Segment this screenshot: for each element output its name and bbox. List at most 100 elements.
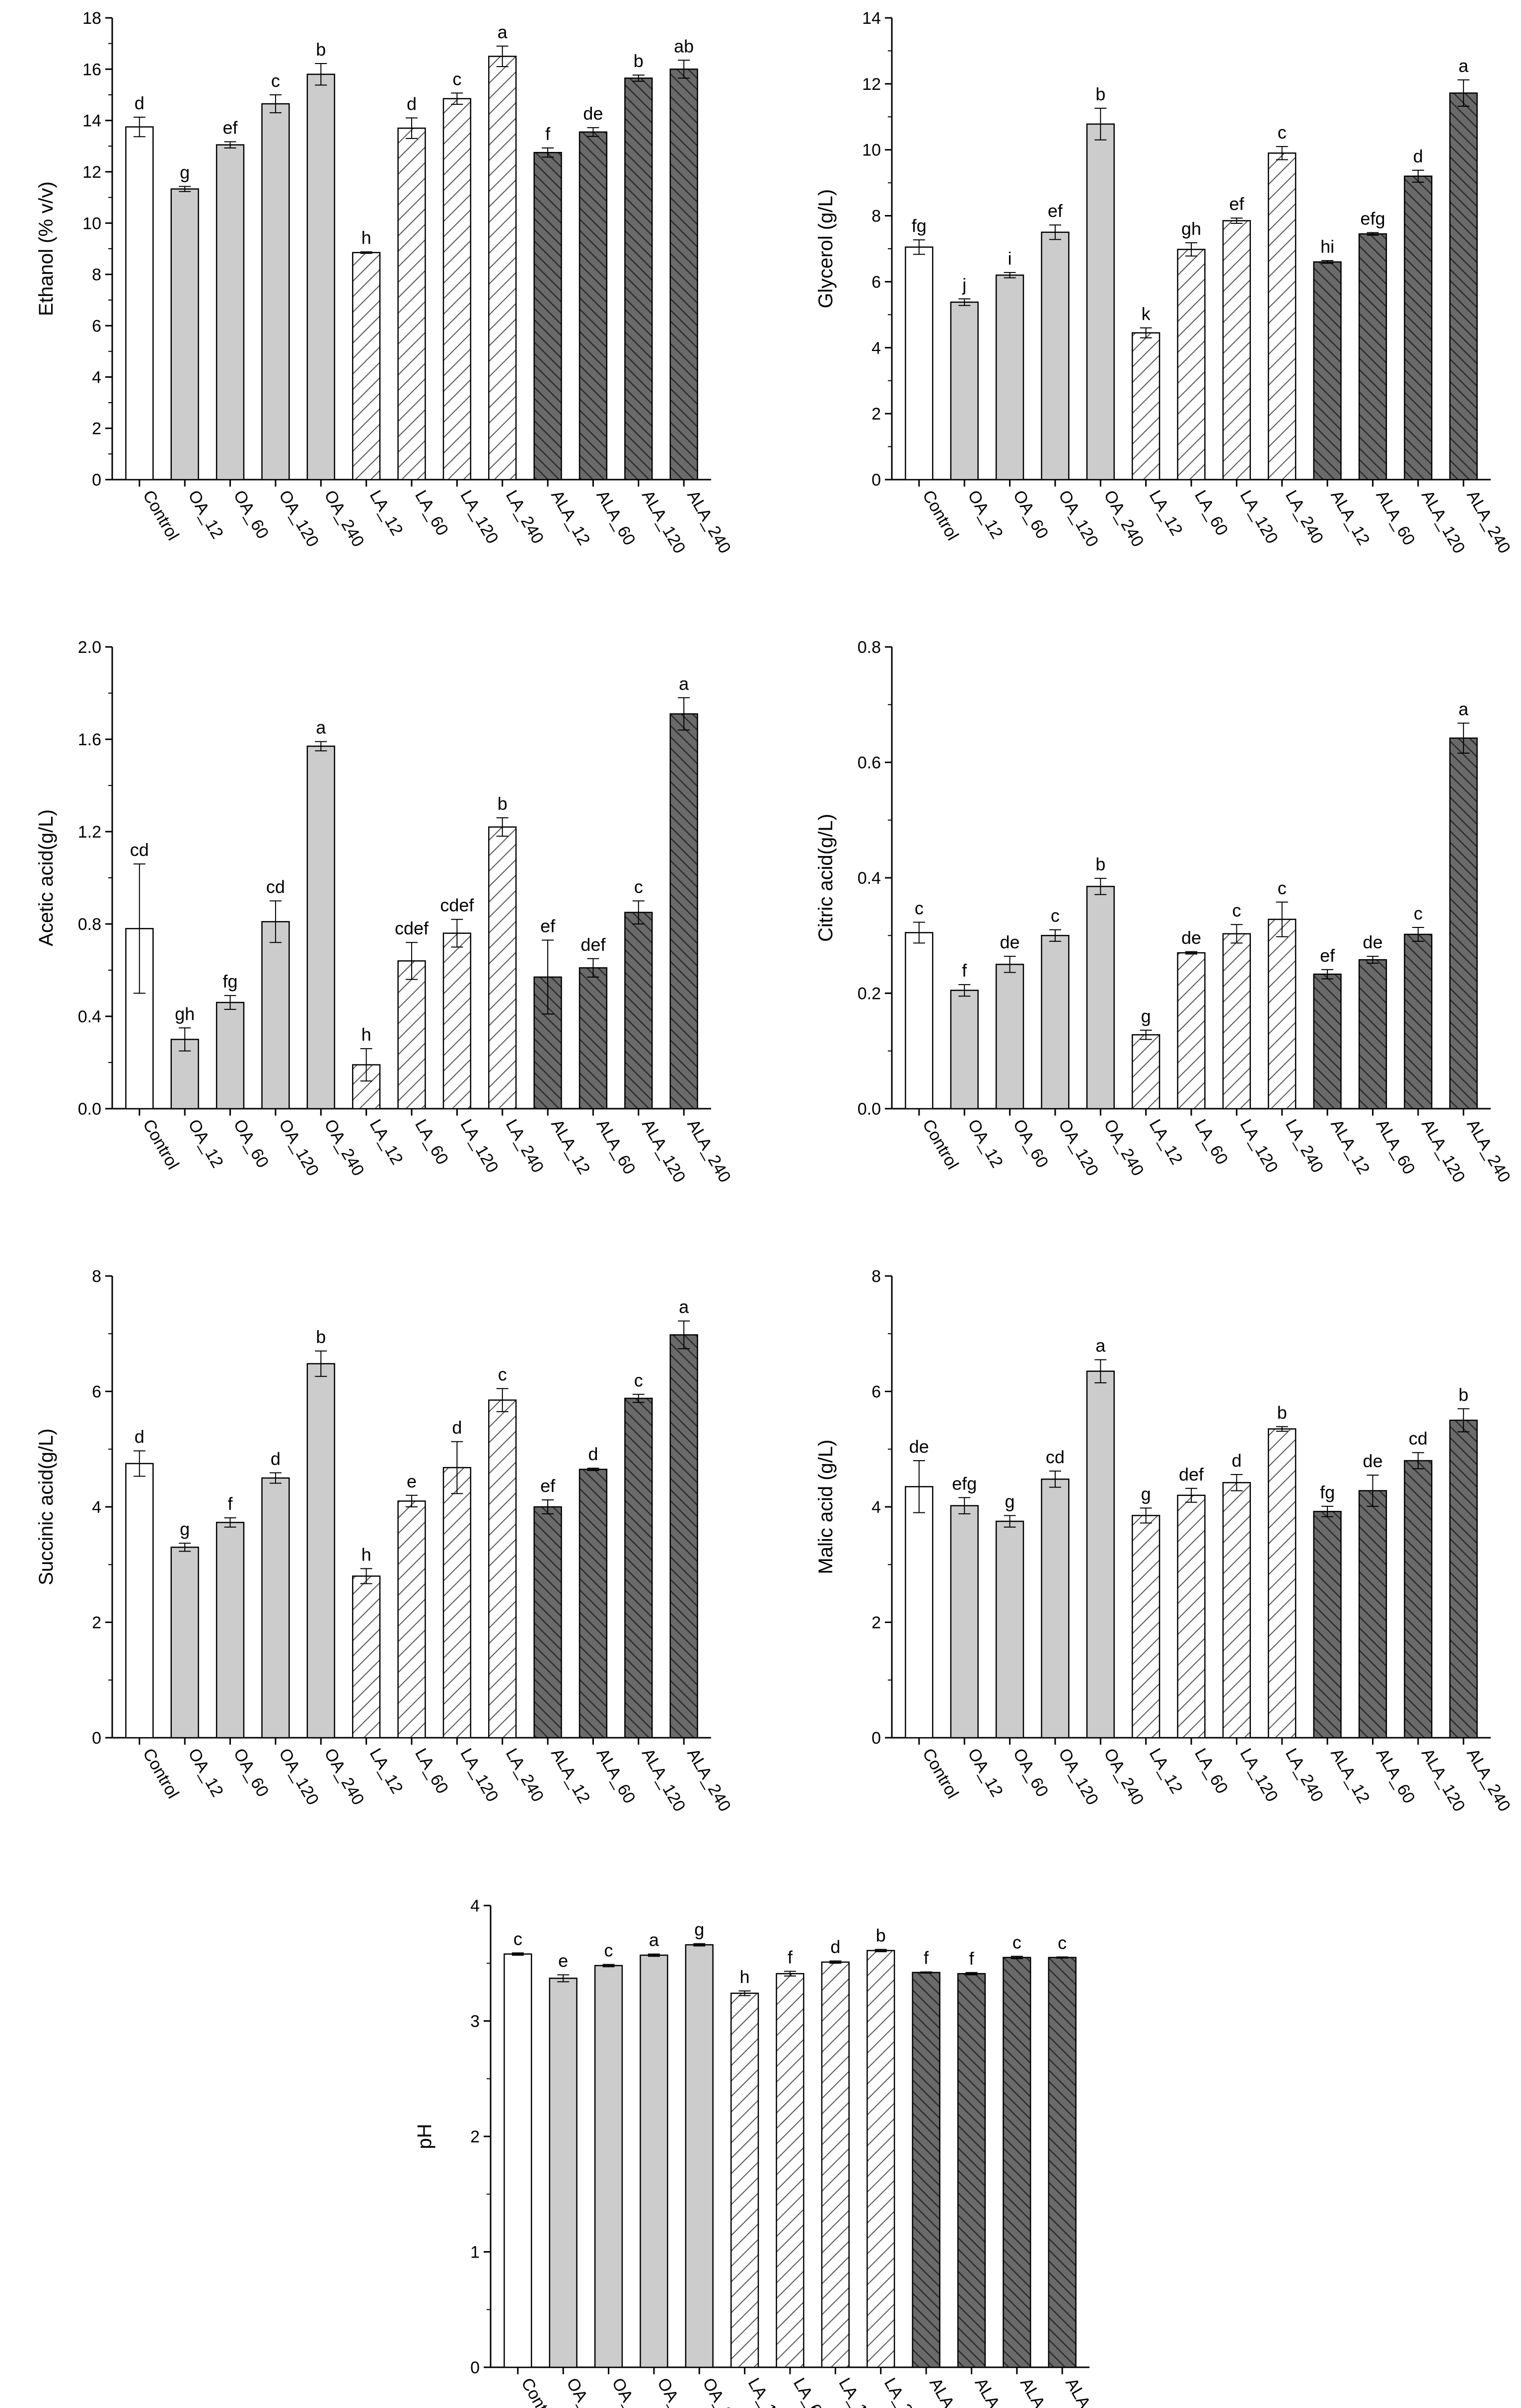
bar bbox=[1268, 919, 1297, 1110]
x-tick-label: ALA_240 bbox=[683, 1745, 734, 1815]
x-tick-label: LA_60 bbox=[1191, 487, 1231, 539]
significance-letter: d bbox=[830, 1937, 840, 1957]
bar bbox=[1449, 737, 1478, 1110]
x-tick-label: ALA_120 bbox=[1418, 1745, 1469, 1815]
significance-letter: k bbox=[1142, 303, 1151, 324]
bar bbox=[957, 1973, 986, 2368]
significance-letter: cd bbox=[1409, 1428, 1428, 1449]
bar bbox=[1131, 332, 1160, 481]
bar bbox=[995, 1520, 1024, 1739]
significance-letter: fg bbox=[912, 215, 927, 236]
x-tick-label: OA_120 bbox=[1055, 1745, 1102, 1808]
bar bbox=[776, 1973, 804, 2368]
y-tick-label: 2 bbox=[92, 420, 101, 438]
bar bbox=[579, 967, 608, 1110]
bar bbox=[1404, 1460, 1433, 1739]
significance-letter: de bbox=[1363, 1451, 1382, 1471]
bar bbox=[905, 1486, 934, 1739]
bar bbox=[1086, 123, 1115, 481]
x-tick-label: Control bbox=[517, 2375, 561, 2408]
bar bbox=[1358, 1490, 1387, 1739]
x-tick-label: LA_120 bbox=[1236, 1745, 1282, 1805]
y-axis-title: Citric acid(g/L) bbox=[815, 814, 837, 942]
x-tick-label: OA_12 bbox=[563, 2375, 605, 2408]
bar bbox=[216, 1001, 245, 1110]
significance-letter: a bbox=[649, 1930, 659, 1950]
x-tick-label: ALA_240 bbox=[683, 487, 734, 557]
significance-letter: cdef bbox=[395, 918, 429, 938]
bar bbox=[261, 921, 290, 1110]
panel-ethanol: 0 2 4 6 8 10 12 14 16 18 Ethanol (% v/v) d Control g O… bbox=[35, 9, 734, 557]
x-tick-label: ALA_120 bbox=[1418, 487, 1469, 557]
y-tick-label: 8 bbox=[92, 1267, 101, 1286]
y-axis-title: Malic acid (g/L) bbox=[815, 1439, 837, 1574]
significance-letter: fg bbox=[223, 971, 238, 992]
bar bbox=[306, 73, 335, 481]
y-tick-label: 1.6 bbox=[78, 730, 101, 749]
significance-letter: i bbox=[1008, 248, 1012, 269]
y-axis-title: Succinic acid(g/L) bbox=[35, 1428, 57, 1585]
x-tick-label: ALA_12 bbox=[547, 1116, 593, 1178]
significance-letter: a bbox=[1458, 699, 1469, 719]
y-tick-label: 16 bbox=[82, 60, 101, 79]
x-tick-label: LA_240 bbox=[1282, 1745, 1327, 1805]
x-tick-label: ALA_60 bbox=[593, 487, 639, 549]
significance-letter: efg bbox=[952, 1473, 977, 1493]
significance-letter: h bbox=[740, 1967, 750, 1987]
x-tick-label: OA_12 bbox=[964, 487, 1007, 542]
significance-letter: d bbox=[1413, 146, 1423, 166]
significance-letter: fg bbox=[1320, 1482, 1335, 1502]
bar bbox=[488, 56, 517, 481]
x-tick-label: ALA_12 bbox=[926, 2375, 972, 2408]
significance-letter: d bbox=[588, 1444, 598, 1464]
bar bbox=[1222, 1482, 1251, 1739]
significance-letter: c bbox=[634, 877, 643, 897]
panel-malic-acid: 0 2 4 6 8 Malic acid (g/L) de Control efg OA_12 g O… bbox=[815, 1267, 1514, 1815]
x-tick-label: LA_60 bbox=[1191, 1745, 1231, 1797]
significance-letter: g bbox=[180, 1519, 190, 1539]
bar bbox=[488, 1399, 517, 1739]
x-tick-label: ALA_60 bbox=[1373, 1116, 1419, 1178]
y-tick-label: 0.8 bbox=[78, 915, 101, 934]
significance-letter: de bbox=[1181, 927, 1201, 948]
y-tick-label: 2.0 bbox=[78, 638, 101, 657]
significance-letter: e bbox=[407, 1471, 417, 1491]
bar bbox=[352, 1575, 381, 1739]
x-tick-label: ALA_12 bbox=[1327, 1745, 1373, 1807]
significance-letter: ef bbox=[1320, 945, 1335, 966]
bar bbox=[1048, 1957, 1077, 2368]
bar bbox=[624, 77, 653, 481]
significance-letter: cdef bbox=[440, 895, 474, 916]
significance-letter: h bbox=[362, 1544, 371, 1564]
bar bbox=[1222, 933, 1251, 1110]
bar bbox=[1177, 1494, 1206, 1739]
y-tick-label: 1 bbox=[470, 2243, 480, 2262]
y-tick-label: 0.2 bbox=[858, 985, 881, 1003]
significance-letter: a bbox=[679, 673, 689, 694]
x-tick-label: ALA_120 bbox=[638, 487, 689, 557]
x-tick-label: OA_60 bbox=[1010, 487, 1052, 542]
significance-letter: b bbox=[316, 1327, 326, 1347]
bar bbox=[579, 1469, 608, 1739]
x-tick-label: OA_120 bbox=[275, 1116, 322, 1179]
bar bbox=[397, 1500, 426, 1739]
significance-letter: de bbox=[583, 103, 603, 124]
bar bbox=[950, 301, 979, 481]
bar bbox=[170, 1547, 199, 1739]
y-tick-label: 4 bbox=[871, 339, 881, 357]
y-tick-label: 0.0 bbox=[858, 1100, 881, 1119]
bar bbox=[1041, 1478, 1070, 1739]
bar bbox=[261, 1477, 290, 1739]
x-tick-label: LA_12 bbox=[366, 1745, 407, 1797]
x-tick-label: ALA_240 bbox=[1463, 1745, 1514, 1815]
x-tick-label: LA_60 bbox=[411, 1745, 452, 1797]
y-tick-label: 4 bbox=[470, 1897, 480, 1915]
x-tick-label: OA_12 bbox=[184, 1116, 227, 1171]
significance-letter: b bbox=[1095, 854, 1105, 874]
significance-letter: de bbox=[909, 1436, 929, 1457]
significance-letter: f bbox=[545, 124, 551, 144]
bar bbox=[905, 932, 934, 1110]
significance-letter: c bbox=[271, 71, 280, 91]
bar bbox=[1222, 220, 1251, 481]
y-tick-label: 12 bbox=[862, 75, 881, 94]
